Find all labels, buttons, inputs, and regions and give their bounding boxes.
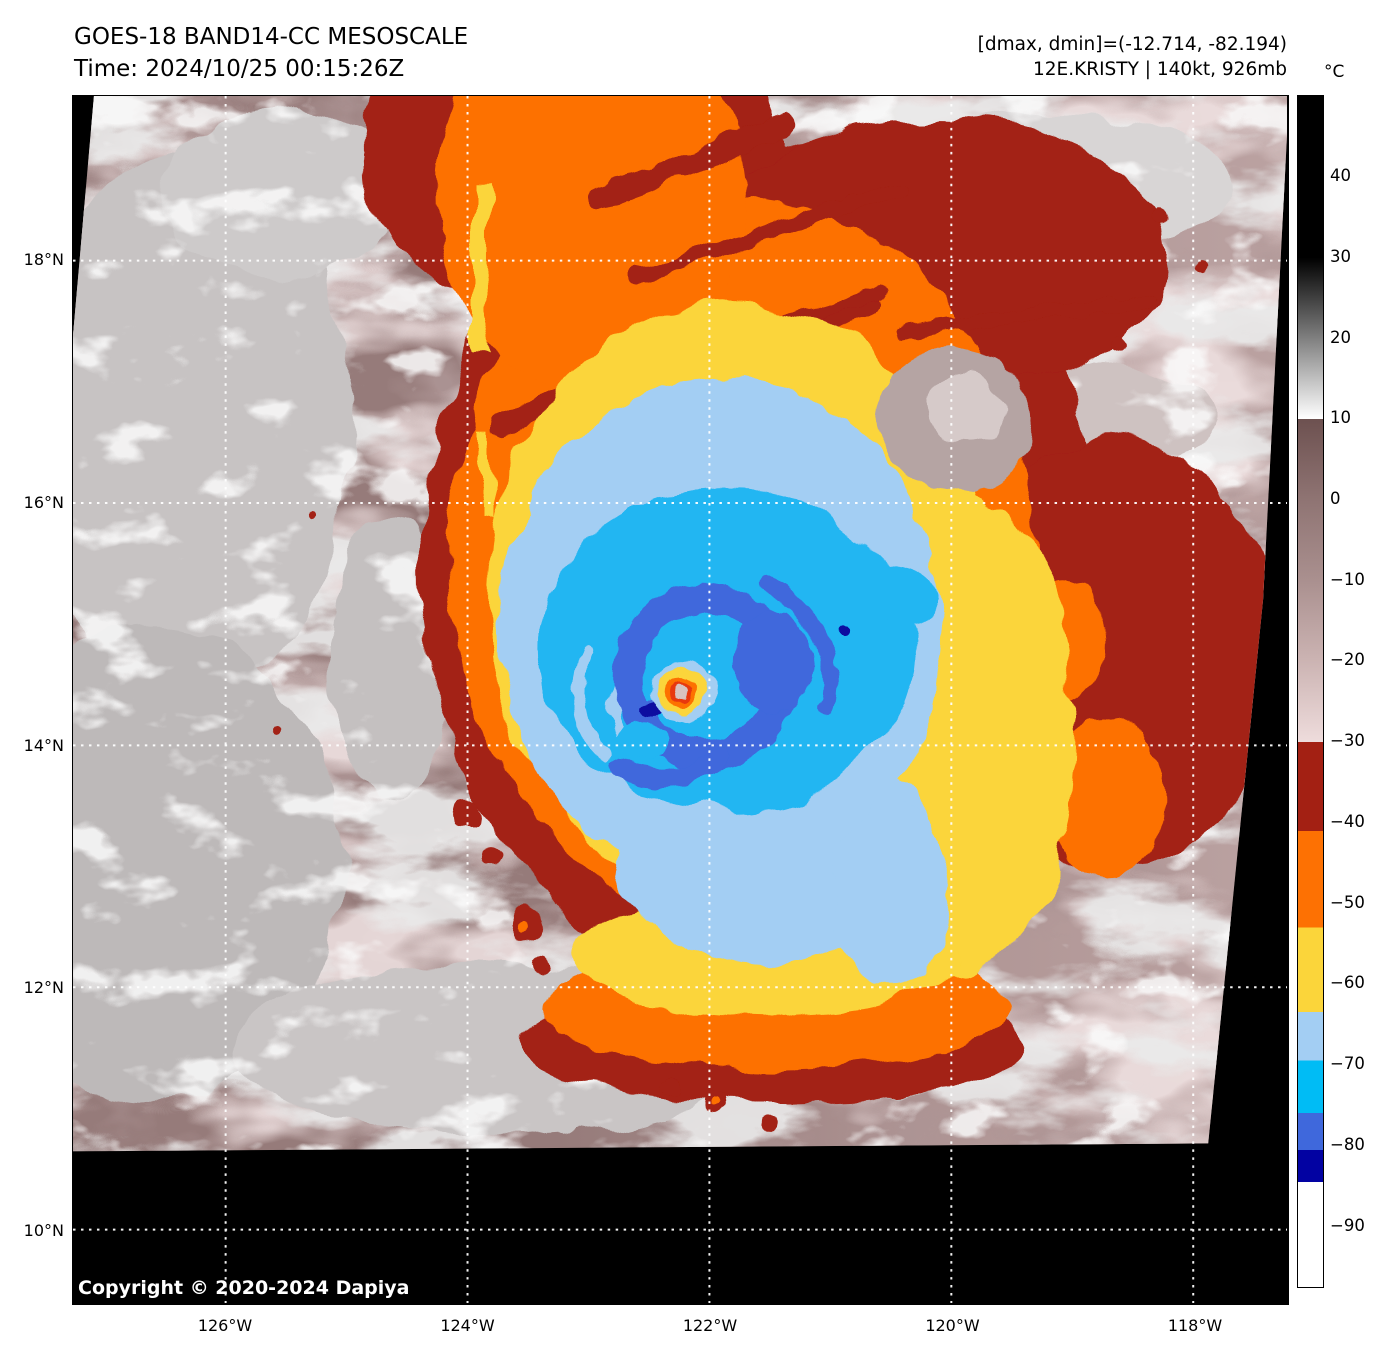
lat-label-16n: 16°N xyxy=(23,493,64,512)
copyright-watermark: Copyright © 2020-2024 Dapiya xyxy=(78,1277,410,1299)
eyewall-spiral xyxy=(609,574,851,789)
colorbar-tick-m90: −90 xyxy=(1330,1215,1365,1235)
colorbar-unit-label: °C xyxy=(1324,62,1345,82)
colorbar-tick-m10: −10 xyxy=(1330,569,1365,589)
colorbar-tick-m80: −80 xyxy=(1330,1134,1365,1154)
lon-label-118w: 118°W xyxy=(1167,1316,1223,1335)
colorbar-tick-30: 30 xyxy=(1330,246,1351,266)
colorbar-tick-m70: −70 xyxy=(1330,1054,1365,1074)
timestamp: Time: 2024/10/25 00:15:26Z xyxy=(74,56,405,82)
lat-label-10n: 10°N xyxy=(23,1221,64,1240)
hurricane-image xyxy=(73,96,1287,1303)
grid-lines xyxy=(73,96,1287,1303)
colorbar-tick-10: 10 xyxy=(1330,408,1351,428)
lon-label-124w: 124°W xyxy=(440,1316,495,1335)
lon-label-126w: 126°W xyxy=(197,1316,253,1335)
hurricane-eye xyxy=(650,662,717,721)
dmax-dmin-readout: [dmax, dmin]=(-12.714, -82.194) xyxy=(977,34,1287,55)
colorbar xyxy=(1297,95,1324,1288)
colorbar-tick-m60: −60 xyxy=(1330,973,1365,993)
storm-info: 12E.KRISTY | 140kt, 926mb xyxy=(1032,59,1287,80)
colorbar-tick-0: 0 xyxy=(1330,489,1341,508)
scattered-cold-spots xyxy=(272,207,1207,1132)
colorbar-tick-20: 20 xyxy=(1330,327,1351,347)
colorbar-tick-40: 40 xyxy=(1330,166,1351,185)
lon-label-122w: 122°W xyxy=(682,1316,738,1335)
satellite-map xyxy=(72,95,1289,1305)
warm-patch-in-ring xyxy=(878,348,1034,493)
colorbar-tick-m20: −20 xyxy=(1330,650,1365,670)
colorbar-tick-m40: −40 xyxy=(1330,811,1365,831)
lon-label-120w: 120°W xyxy=(925,1316,980,1335)
data-swath xyxy=(73,96,1287,1152)
lat-label-14n: 14°N xyxy=(23,736,64,755)
lat-label-12n: 12°N xyxy=(23,978,64,997)
colorbar-tick-m50: −50 xyxy=(1330,892,1365,912)
page-title: GOES-18 BAND14-CC MESOSCALE xyxy=(74,24,469,50)
colorbar-tick-m30: −30 xyxy=(1330,731,1365,751)
lat-label-18n: 18°N xyxy=(23,250,64,269)
